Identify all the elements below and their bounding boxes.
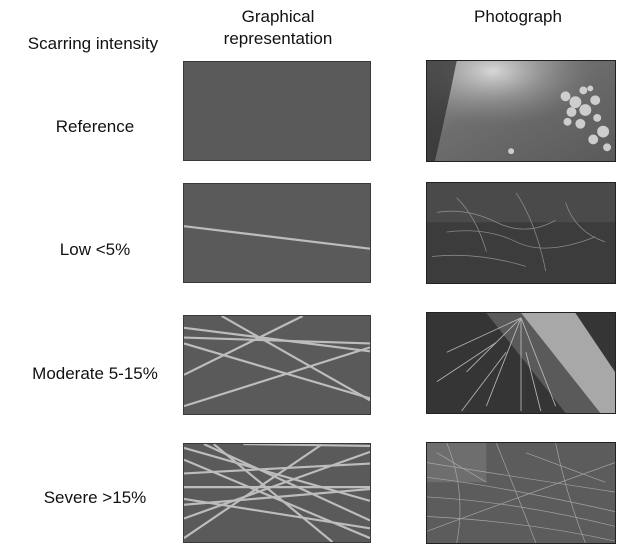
photo-severe [426, 442, 616, 544]
scar-line [184, 462, 370, 475]
graphic-panel-moderate [183, 315, 371, 415]
header-graphical-line1: Graphical [241, 7, 315, 26]
scar-line [184, 316, 304, 376]
row-label-moderate: Moderate 5-15% [32, 364, 158, 383]
row-label-low: Low <5% [59, 240, 131, 259]
scar-line [184, 444, 324, 539]
scar-line [243, 444, 370, 448]
header-scarring-intensity: Scarring intensity [27, 34, 159, 53]
scar-line [184, 497, 370, 530]
scar-line [221, 316, 370, 402]
header-graphical-representation: Graphical representation [188, 6, 368, 50]
graphic-panel-reference [183, 61, 371, 161]
scar-line [184, 450, 370, 520]
scar-line [184, 336, 370, 345]
scar-line [203, 444, 370, 522]
graphic-panel-low [183, 183, 371, 283]
scar-line [184, 342, 370, 400]
header-photograph: Photograph [474, 7, 562, 26]
scar-line [184, 346, 370, 408]
photo-moderate [426, 312, 616, 414]
graphic-panel-severe [183, 443, 371, 543]
scar-line [212, 444, 334, 542]
photo-low [426, 182, 616, 284]
row-label-reference: Reference [55, 117, 135, 136]
scar-line [184, 225, 370, 250]
row-label-severe: Severe >15% [43, 488, 147, 507]
photo-reference [426, 60, 616, 162]
header-graphical-line2: representation [223, 29, 333, 48]
